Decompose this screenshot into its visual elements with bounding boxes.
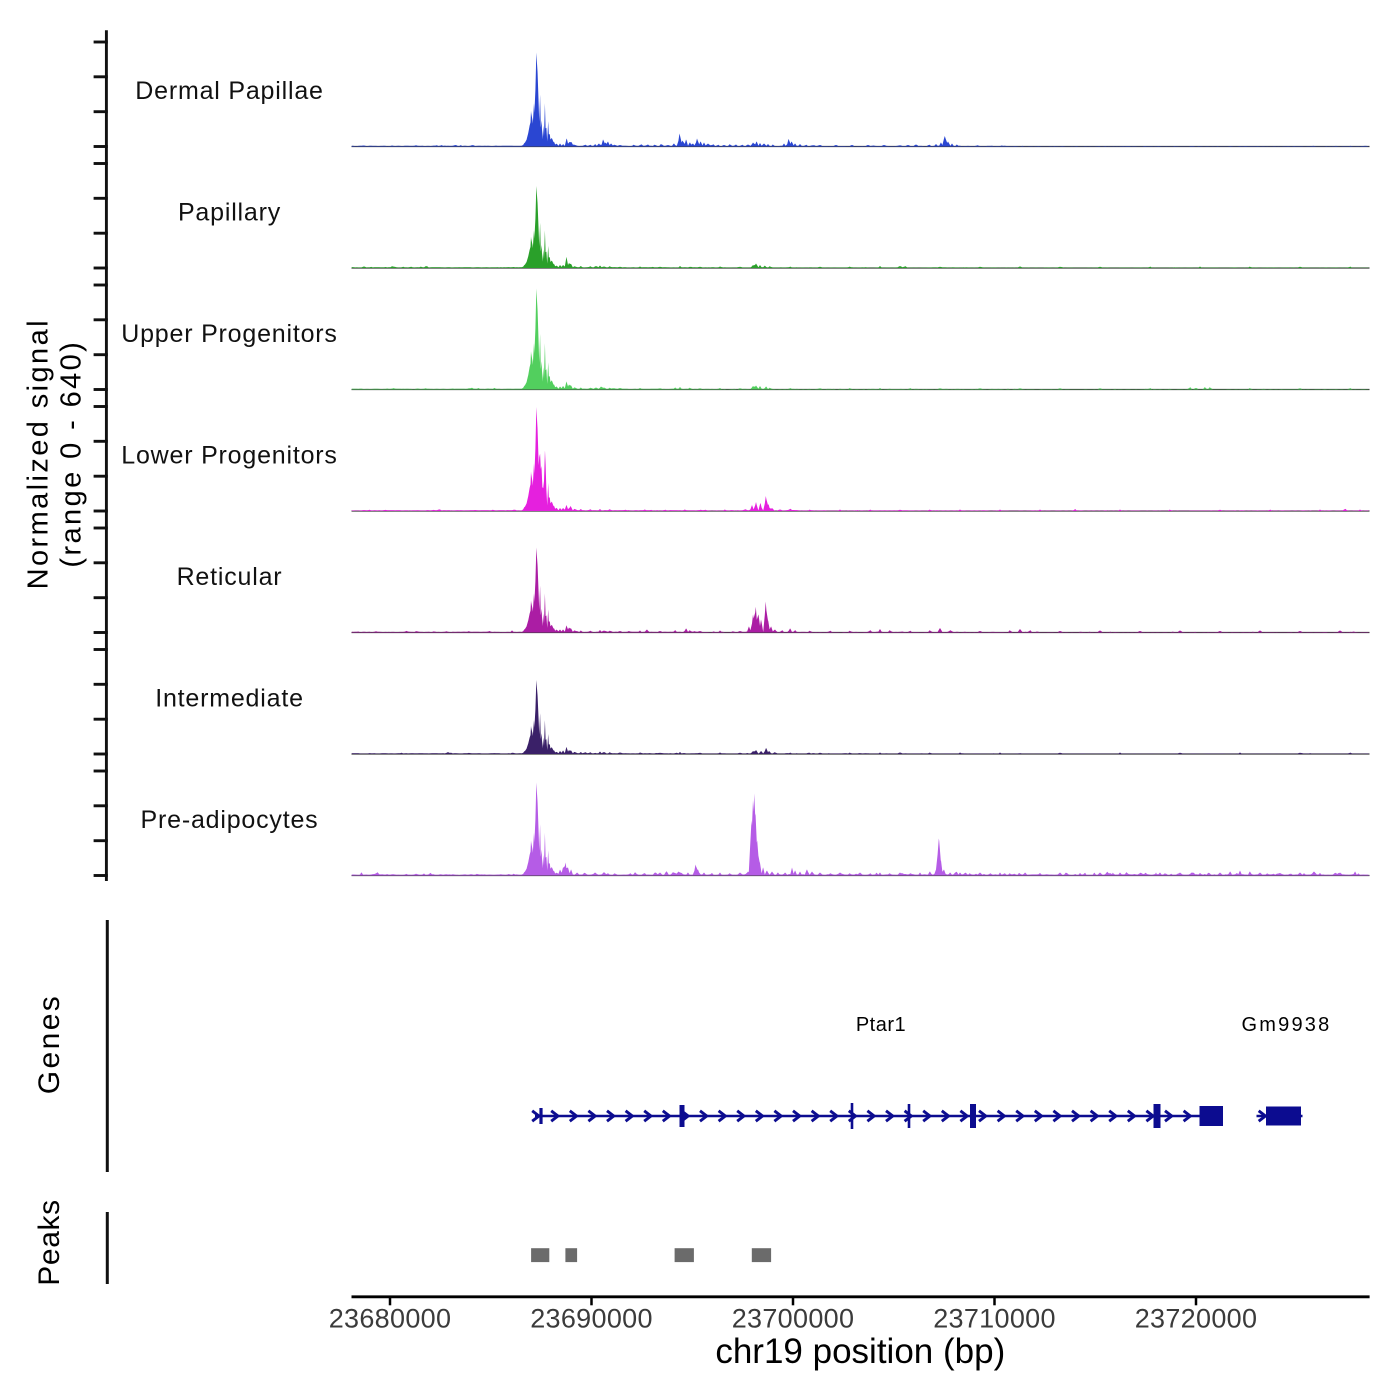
svg-text:23690000: 23690000	[530, 1304, 653, 1334]
svg-text:Normalized signal: Normalized signal	[23, 318, 55, 589]
svg-text:Peaks: Peaks	[33, 1199, 66, 1285]
svg-text:chr19 position (bp): chr19 position (bp)	[715, 1332, 1005, 1371]
svg-text:Lower Progenitors: Lower Progenitors	[121, 442, 337, 470]
svg-text:Pre-adipocytes: Pre-adipocytes	[141, 806, 319, 834]
svg-text:(range 0 - 640): (range 0 - 640)	[56, 340, 88, 568]
svg-text:Intermediate: Intermediate	[155, 685, 304, 713]
svg-text:Genes: Genes	[33, 994, 66, 1094]
svg-text:23700000: 23700000	[732, 1304, 855, 1334]
svg-text:Ptar1: Ptar1	[856, 1014, 906, 1036]
svg-text:23720000: 23720000	[1135, 1304, 1258, 1334]
svg-text:23710000: 23710000	[933, 1304, 1056, 1334]
svg-text:Gm9938: Gm9938	[1242, 1014, 1332, 1036]
svg-text:Dermal Papillae: Dermal Papillae	[135, 77, 323, 105]
svg-text:23680000: 23680000	[329, 1304, 452, 1334]
svg-text:Reticular: Reticular	[177, 563, 283, 591]
svg-text:Papillary: Papillary	[178, 199, 281, 227]
svg-text:Upper Progenitors: Upper Progenitors	[121, 320, 337, 348]
